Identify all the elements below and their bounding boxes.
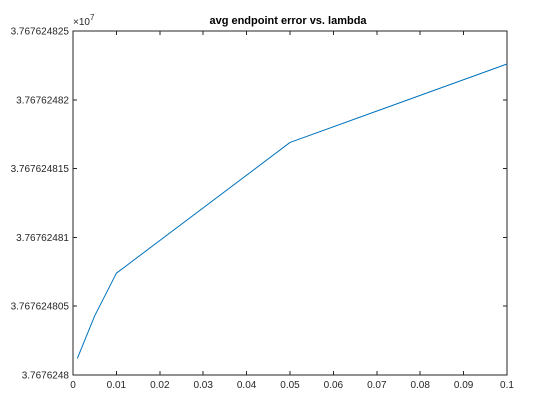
series-layer [76,63,508,359]
x-tick-label: 0.01 [107,380,127,391]
y-tick-label: 3.76762482 [16,95,69,106]
series-line [76,63,508,359]
x-tick-label: 0.03 [193,380,213,391]
y-scale-exponent: 7 [90,13,95,22]
chart-title: avg endpoint error vs. lambda [209,15,367,27]
y-tick-label: 3.767624815 [11,164,70,175]
y-scale-factor: ×107 [73,13,95,28]
x-tick-label: 0.04 [237,380,257,391]
x-tick-label: 0.09 [454,380,474,391]
axis-ticks [72,30,508,376]
y-tick-label: 3.767624825 [11,27,70,38]
y-scale-base: ×10 [73,17,90,28]
x-tick-label: 0.05 [280,380,300,391]
plot-area [72,30,508,376]
x-tick-label: 0.07 [367,380,387,391]
x-tick-label: 0.1 [500,380,514,391]
axes-box [72,30,508,376]
x-tick-label: 0 [70,380,76,391]
x-tick-label: 0.02 [150,380,170,391]
y-tick-label: 3.767624805 [11,302,70,313]
y-tick-label: 3.76762481 [16,233,69,244]
x-tick-label: 0.06 [324,380,344,391]
tick-labels: 0 0.01 0.02 0.03 0.04 0.05 0.06 0.07 0.08 0.09 0.1… [11,27,515,392]
y-tick-label: 3.7676248 [22,371,70,382]
x-tick-label: 0.08 [410,380,430,391]
